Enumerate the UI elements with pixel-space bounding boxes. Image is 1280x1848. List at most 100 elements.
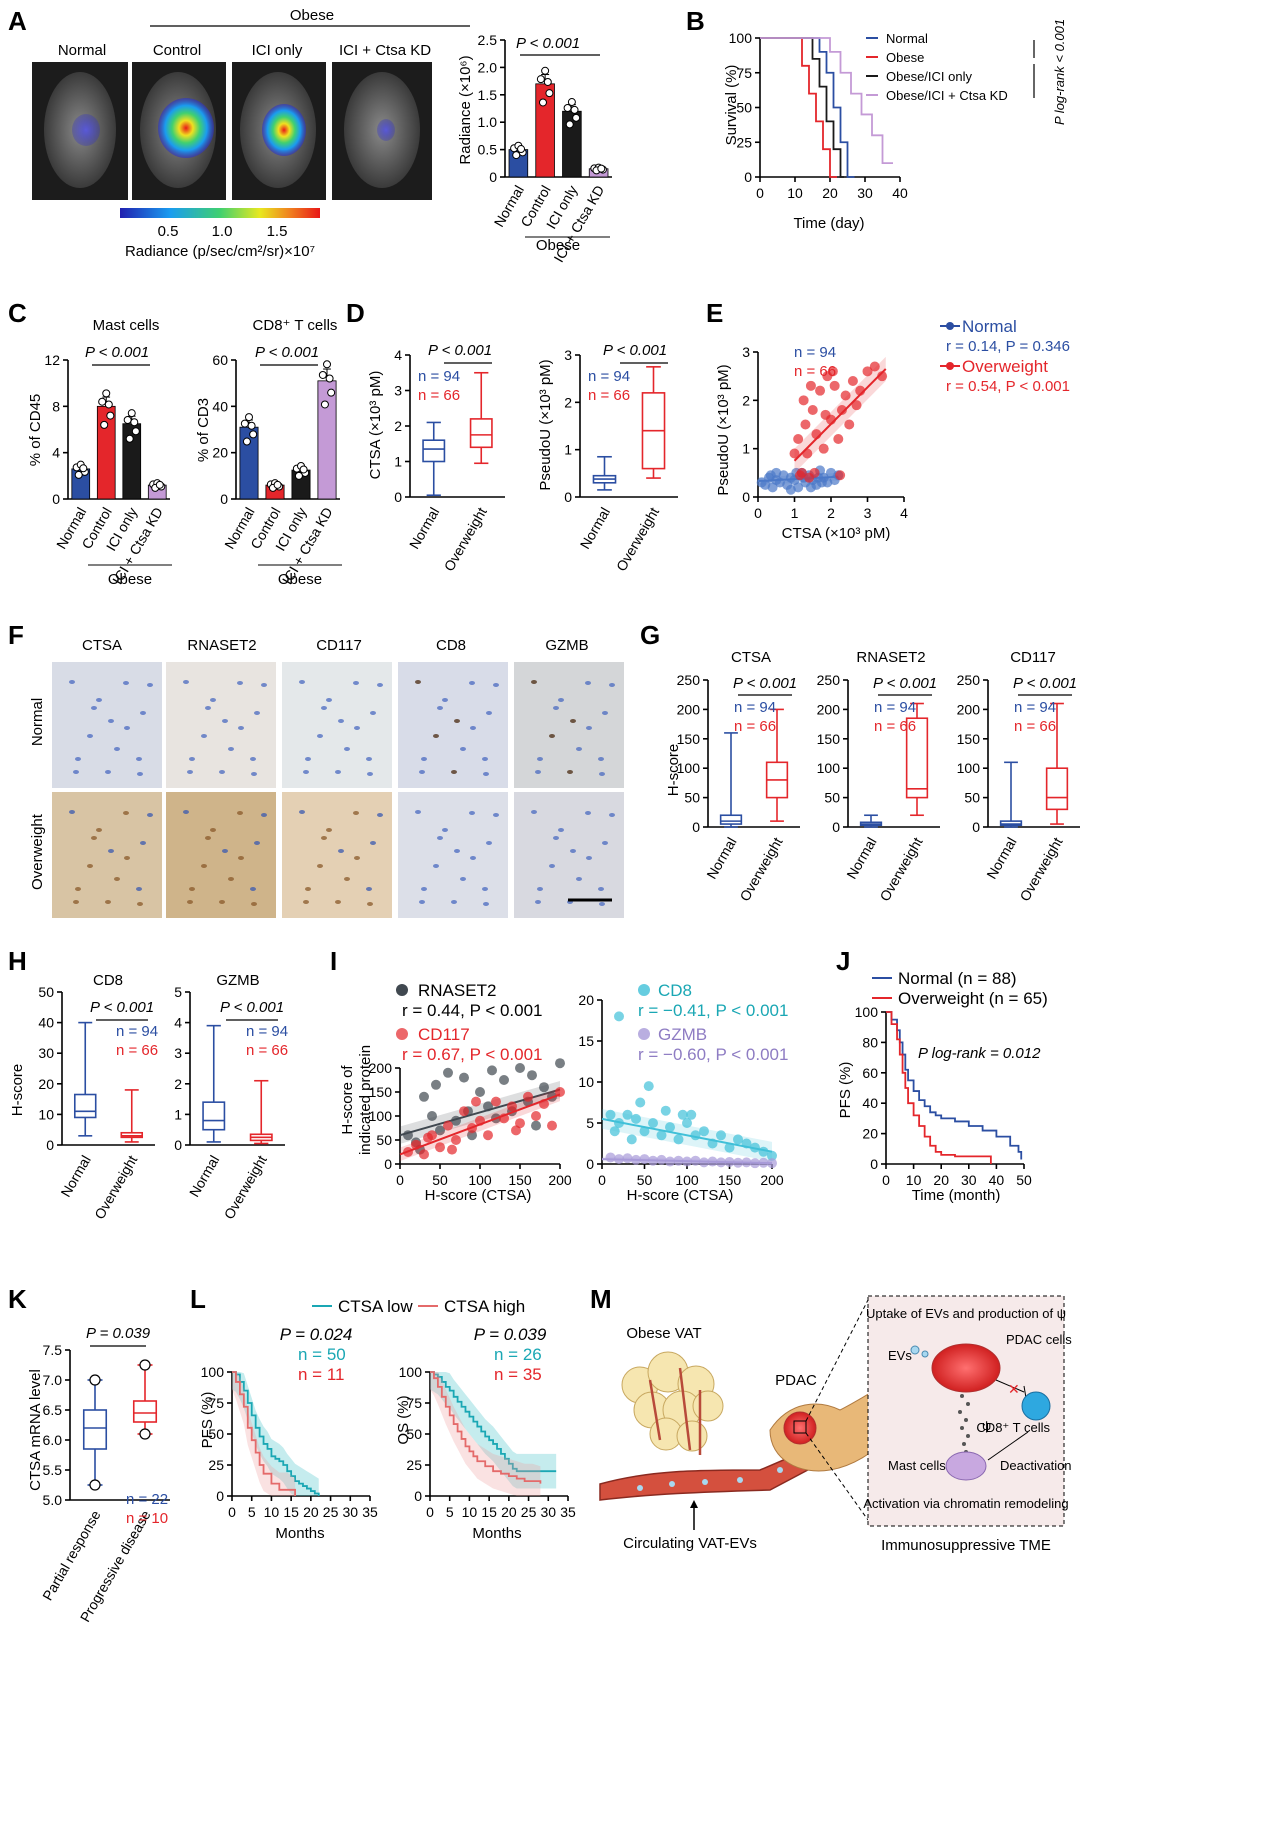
y-tick-label: 30 bbox=[38, 1045, 54, 1061]
g-title-ctsa: CTSA bbox=[731, 649, 771, 666]
y-tick-label: 75 bbox=[406, 1395, 422, 1411]
data-point bbox=[765, 470, 776, 481]
x-tick-label: 25 bbox=[323, 1504, 339, 1520]
l-ylabel-pfs: PFS (%) bbox=[199, 1392, 216, 1449]
ihc-nucleus bbox=[460, 747, 466, 751]
data-point bbox=[809, 467, 820, 478]
ihc-nucleus bbox=[108, 849, 114, 853]
category-label: Overweight bbox=[91, 1152, 140, 1221]
data-point bbox=[570, 105, 579, 114]
data-point bbox=[515, 1063, 525, 1073]
a-image-label-kd: ICI + Ctsa KD bbox=[339, 42, 431, 59]
y-tick-label: 100 bbox=[817, 760, 841, 776]
f-row-normal: Normal bbox=[29, 698, 46, 746]
ihc-nucleus bbox=[335, 900, 341, 904]
y-tick-label: 2.5 bbox=[478, 32, 498, 48]
y-tick-label: 2 bbox=[564, 394, 572, 410]
survival-curve bbox=[430, 1371, 557, 1473]
i-stat-rnaset2: r = 0.44, P < 0.001 bbox=[402, 1001, 543, 1020]
m-pdac-cells bbox=[931, 1343, 1001, 1393]
category-label: Overweight bbox=[221, 1152, 270, 1221]
y-tick-label: 0 bbox=[744, 169, 752, 185]
ihc-nucleus bbox=[305, 887, 311, 891]
e-ylabel: PseudoU (×10³ pM) bbox=[715, 364, 732, 495]
ihc-nucleus bbox=[140, 841, 146, 845]
data-point bbox=[820, 409, 831, 420]
ihc-nucleus bbox=[137, 772, 143, 776]
panel-label-i: I bbox=[330, 946, 337, 976]
ihc-nucleus bbox=[553, 836, 559, 840]
ihc-nucleus bbox=[183, 680, 189, 684]
data-point bbox=[130, 418, 139, 427]
data-point bbox=[131, 427, 140, 436]
ihc-nucleus bbox=[370, 841, 376, 845]
ihc-nucleus bbox=[183, 810, 189, 814]
a-colorbar-tick: 0.5 bbox=[158, 223, 179, 240]
ihc-nucleus bbox=[305, 757, 311, 761]
panel-label-m: M bbox=[590, 1284, 612, 1314]
ihc-nucleus bbox=[567, 770, 573, 774]
y-tick-label: 6.5 bbox=[43, 1402, 63, 1418]
data-point bbox=[483, 1130, 493, 1141]
survival-curve bbox=[760, 37, 855, 178]
ihc-nucleus bbox=[124, 726, 130, 730]
j-ylabel: PFS (%) bbox=[837, 1062, 854, 1119]
data-point bbox=[789, 448, 800, 459]
survival-curve bbox=[760, 37, 893, 164]
ihc-nucleus bbox=[147, 683, 153, 687]
ihc-nucleus bbox=[187, 770, 193, 774]
ihc-nucleus bbox=[598, 757, 604, 761]
k-n-partial: n = 22 bbox=[126, 1491, 168, 1508]
data-point bbox=[605, 1109, 616, 1120]
ihc-tile bbox=[514, 662, 624, 788]
f-col-cd117: CD117 bbox=[316, 637, 362, 654]
d-n-normal-1: n = 94 bbox=[418, 368, 460, 385]
i-legend-2: CD8 r = −0.41, P < 0.001 GZMB r = −0.60,… bbox=[638, 981, 788, 1064]
panel-label-l: L bbox=[190, 1284, 206, 1314]
h-n-normal-1: n = 94 bbox=[116, 1023, 158, 1040]
outlier bbox=[139, 1428, 151, 1440]
y-tick-label: 100 bbox=[399, 1364, 423, 1380]
box bbox=[132, 1400, 158, 1423]
panel-label-g: G bbox=[640, 620, 660, 650]
ihc-nucleus bbox=[105, 900, 111, 904]
ihc-nucleus bbox=[493, 813, 499, 817]
data-point bbox=[829, 380, 840, 391]
i-legend-gzmb: GZMB bbox=[658, 1025, 707, 1044]
ihc-nucleus bbox=[415, 680, 421, 684]
data-point bbox=[545, 89, 554, 98]
i-xlabel-1: H-score (CTSA) bbox=[425, 1187, 532, 1204]
data-point bbox=[639, 1126, 650, 1137]
i-legend-cd117: CD117 bbox=[418, 1025, 470, 1044]
survival-curve bbox=[760, 37, 837, 178]
data-point bbox=[240, 419, 249, 428]
ihc-nucleus bbox=[366, 887, 372, 891]
d-n-over-2: n = 66 bbox=[588, 387, 630, 404]
y-tick-label: 40 bbox=[862, 1095, 878, 1111]
category-label: Overweight bbox=[441, 504, 490, 573]
l-p-os: P = 0.039 bbox=[474, 1325, 547, 1344]
data-point bbox=[643, 1081, 654, 1092]
box bbox=[1045, 767, 1069, 811]
ihc-nucleus bbox=[531, 810, 537, 814]
ihc-nucleus bbox=[549, 864, 555, 868]
ihc-nucleus bbox=[299, 680, 305, 684]
y-tick-label: 20 bbox=[212, 445, 228, 461]
ihc-tile bbox=[52, 662, 162, 788]
data-point bbox=[597, 164, 606, 173]
ihc-nucleus bbox=[585, 811, 591, 815]
box bbox=[719, 814, 743, 825]
ihc-nucleus bbox=[602, 711, 608, 715]
d-p-value-2: P < 0.001 bbox=[603, 342, 667, 359]
box bbox=[905, 717, 929, 799]
x-tick-label: 10 bbox=[264, 1504, 280, 1520]
y-tick-label: 40 bbox=[38, 1015, 54, 1031]
data-point bbox=[639, 1154, 650, 1165]
ihc-nucleus bbox=[222, 719, 228, 723]
m-label-uptake: Uptake of EVs and production of ψ bbox=[866, 1306, 1066, 1321]
ihc-nucleus bbox=[535, 770, 541, 774]
a-ylabel: Radiance (×10⁶) bbox=[457, 55, 474, 164]
category-label: Normal bbox=[406, 505, 442, 552]
ihc-nucleus bbox=[570, 719, 576, 723]
ihc-nucleus bbox=[470, 726, 476, 730]
